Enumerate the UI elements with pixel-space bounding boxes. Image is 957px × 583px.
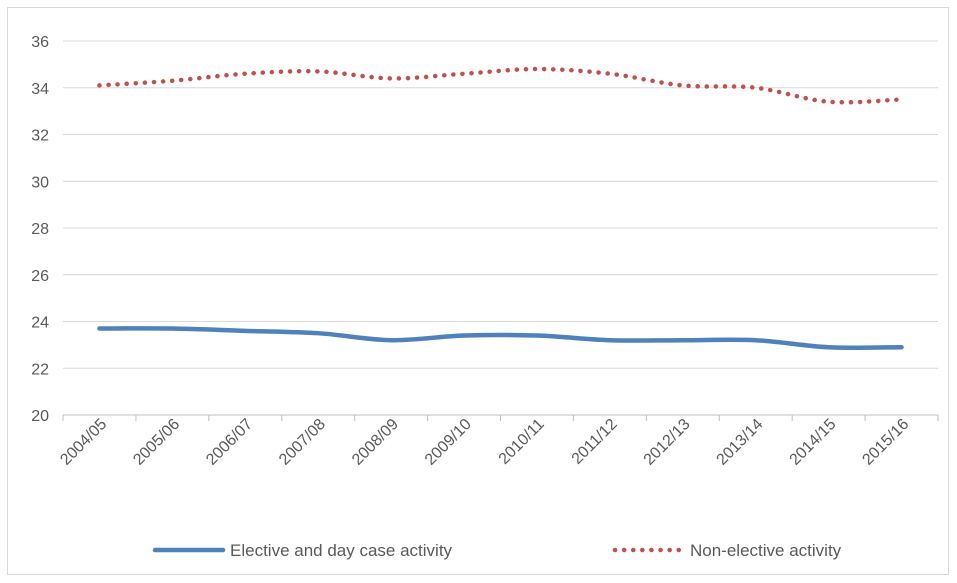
- x-tick-label: 2013/14: [714, 416, 767, 469]
- y-tick-label: 20: [31, 408, 49, 425]
- y-tick-label: 22: [31, 361, 49, 378]
- y-tick-label: 36: [31, 34, 49, 51]
- data-point: [681, 83, 685, 87]
- data-point: [535, 334, 539, 338]
- legend-label-1: Elective and day case activity: [230, 541, 453, 560]
- y-tick-label: 32: [31, 128, 49, 145]
- data-point: [170, 79, 174, 83]
- data-point: [900, 345, 904, 349]
- data-point: [97, 327, 101, 331]
- x-tick-label: 2015/16: [859, 416, 912, 469]
- data-point: [827, 345, 831, 349]
- data-point: [243, 329, 247, 333]
- x-tick-label: 2006/07: [203, 416, 256, 469]
- data-point: [243, 72, 247, 76]
- x-tick-label: 2005/06: [130, 416, 183, 469]
- data-point: [754, 338, 758, 342]
- data-point: [389, 338, 393, 342]
- data-point: [827, 100, 831, 104]
- data-point: [462, 334, 466, 338]
- series-line-2: [97, 66, 904, 105]
- legend-label-2: Non-elective activity: [690, 541, 842, 560]
- data-point: [608, 72, 612, 76]
- x-tick-label: 2009/10: [422, 416, 475, 469]
- data-point: [316, 331, 320, 335]
- data-point: [681, 338, 685, 342]
- data-point: [462, 72, 466, 76]
- x-tick-label: 2004/05: [57, 416, 110, 469]
- y-tick-label: 34: [31, 81, 49, 98]
- y-tick-label: 26: [31, 268, 49, 285]
- y-tick-label: 24: [31, 315, 49, 332]
- x-tick-label: 2007/08: [276, 416, 329, 469]
- x-tick-label: 2010/11: [496, 416, 548, 468]
- x-tick-label: 2008/09: [349, 416, 402, 469]
- data-point: [608, 338, 612, 342]
- x-tick-label: 2011/12: [569, 416, 621, 468]
- data-point: [900, 97, 904, 101]
- data-point: [389, 76, 393, 80]
- data-point: [170, 327, 174, 331]
- y-tick-label: 30: [31, 174, 49, 191]
- data-point: [97, 83, 101, 87]
- data-point: [535, 67, 539, 71]
- x-tick-label: 2012/13: [641, 416, 694, 469]
- data-point: [316, 69, 320, 73]
- chart-area: [7, 7, 949, 575]
- x-tick-label: 2014/15: [787, 416, 840, 469]
- y-tick-label: 28: [31, 221, 49, 238]
- data-point: [754, 86, 758, 90]
- series-line-1: [97, 326, 904, 350]
